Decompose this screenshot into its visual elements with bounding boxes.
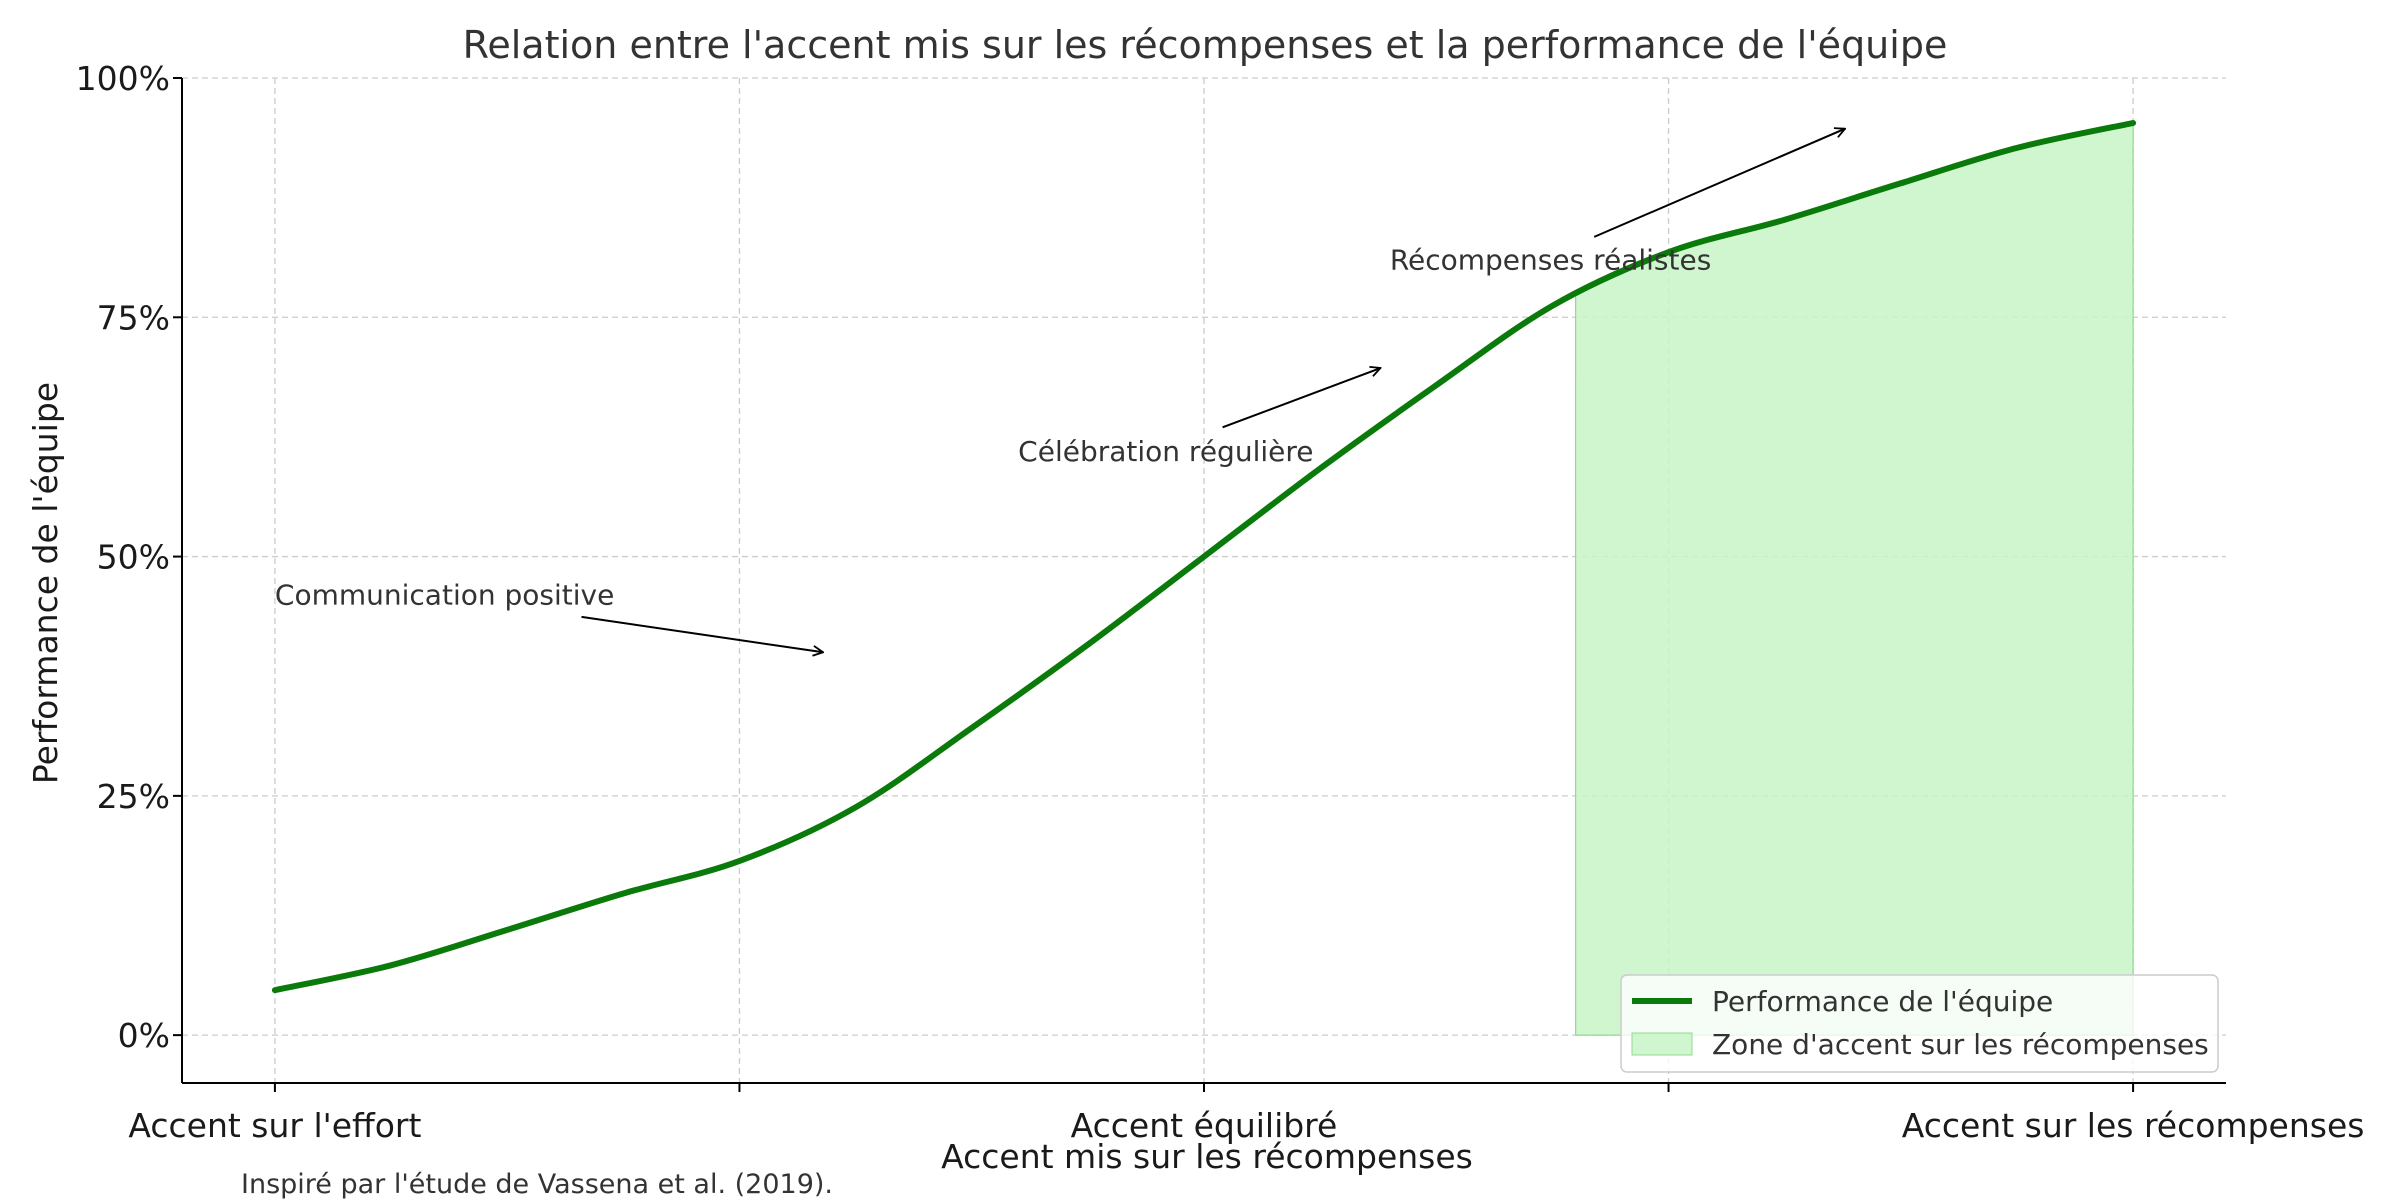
source-note: Inspiré par l'étude de Vassena et al. (2…: [241, 1169, 833, 1200]
series-layer: [271, 120, 2137, 1036]
y-axis-title: Performance de l'équipe: [26, 382, 65, 784]
ticks: Accent sur l'effort Accent équilibré Accen…: [76, 59, 2365, 1145]
annotation-arrow: [1222, 368, 1381, 429]
legend: Performance de l'équipe Zone d'accent su…: [1620, 974, 2219, 1073]
series-line-0: [271, 120, 2137, 994]
y-tick-label: 75%: [97, 298, 170, 337]
x-tick-label: Accent sur les récompenses: [1902, 1106, 2365, 1145]
x-tick-label: Accent équilibré: [1071, 1106, 1338, 1145]
annotation-label: Récompenses réalistes: [1390, 243, 1712, 276]
legend-label-reward-zone: Zone d'accent sur les récompenses: [1712, 1028, 2209, 1061]
y-tick-label: 0%: [118, 1016, 170, 1055]
annotation-arrow: [581, 615, 824, 652]
y-tick-label: 25%: [97, 777, 170, 816]
legend-swatch-reward-zone: [1631, 1032, 1693, 1056]
annotations: Communication positive Célébration réguli…: [275, 129, 1845, 653]
annotation-label: Communication positive: [275, 578, 614, 611]
annotation-arrow: [1593, 129, 1845, 238]
annotation-label: Célébration régulière: [1018, 435, 1313, 468]
y-tick-label: 50%: [97, 538, 170, 577]
y-tick-label: 100%: [76, 59, 170, 98]
chart-title: Relation entre l'accent mis sur les réco…: [463, 23, 1948, 67]
x-axis-title: Accent mis sur les récompenses: [941, 1137, 1473, 1176]
x-tick-label: Accent sur l'effort: [128, 1106, 421, 1145]
legend-frame: [1620, 974, 2219, 1073]
legend-label-performance: Performance de l'équipe: [1712, 985, 2053, 1018]
